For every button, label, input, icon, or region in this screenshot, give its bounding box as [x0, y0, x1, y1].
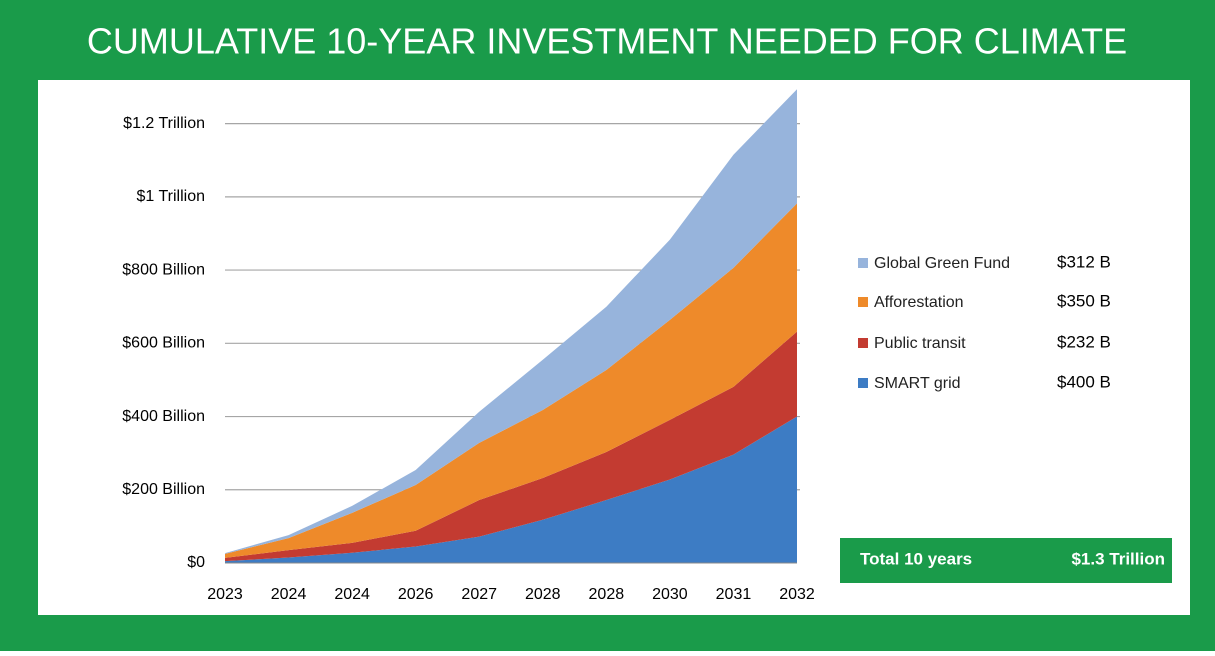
- area: [225, 203, 797, 558]
- y-tick-label: $800 Billion: [122, 261, 205, 278]
- total-value: $1.3 Trillion: [1071, 549, 1165, 568]
- legend-value: $350 B: [1057, 291, 1111, 310]
- legend-label: Public transit: [874, 335, 966, 352]
- x-tick-label: 2024: [271, 586, 307, 603]
- y-tick-label: $1.2 Trillion: [123, 115, 205, 132]
- legend-swatch: [858, 258, 868, 268]
- legend-swatch: [858, 297, 868, 307]
- legend-label: SMART grid: [874, 375, 961, 392]
- y-tick-label: $1 Trillion: [137, 188, 205, 205]
- x-tick-label: 2028: [525, 586, 561, 603]
- x-tick-label: 2030: [652, 586, 688, 603]
- x-tick-label: 2026: [398, 586, 434, 603]
- legend-label: Afforestation: [874, 294, 964, 311]
- x-tick-label: 2028: [589, 586, 625, 603]
- y-tick-label: $600 Billion: [122, 335, 205, 352]
- x-tick-label: 2023: [207, 586, 243, 603]
- legend-value: $232 B: [1057, 332, 1111, 351]
- legend-swatch: [858, 338, 868, 348]
- area: [225, 331, 797, 562]
- chart-title: CUMULATIVE 10-YEAR INVESTMENT NEEDED FOR…: [87, 21, 1127, 62]
- legend-value: $400 B: [1057, 372, 1111, 391]
- legend-swatch: [858, 378, 868, 388]
- y-tick-label: $400 Billion: [122, 408, 205, 425]
- x-tick-label: 2027: [461, 586, 497, 603]
- x-tick-label: 2031: [716, 586, 752, 603]
- legend-value: $312 B: [1057, 252, 1111, 271]
- total-box: [840, 538, 1172, 583]
- y-tick-label: $200 Billion: [122, 481, 205, 498]
- total-label: Total 10 years: [860, 549, 972, 568]
- x-tick-label: 2024: [334, 586, 370, 603]
- legend-label: Global Green Fund: [874, 255, 1010, 272]
- x-tick-label: 2032: [779, 586, 815, 603]
- y-tick-label: $0: [187, 554, 205, 571]
- area: [225, 416, 797, 563]
